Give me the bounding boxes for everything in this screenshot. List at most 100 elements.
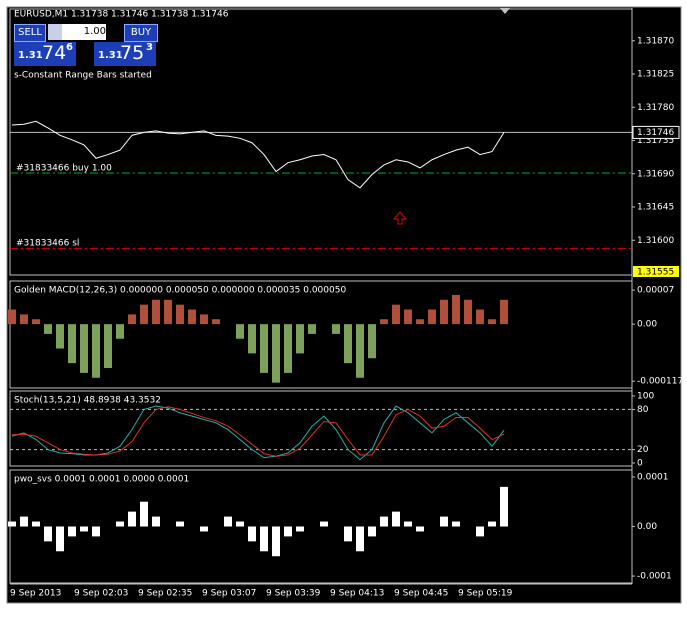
sl-tag: 1.31555 [637,268,674,278]
last-price-box [632,125,680,139]
bar [344,526,352,542]
pane-frame [9,390,633,467]
pane-title: Stoch(13,5,21) 48.8938 43.3532 [14,396,161,406]
y-tick-label: 1.31600 [637,236,674,246]
series-line [11,120,505,189]
pane-title: pwo_svs 0.0001 0.0001 0.0000 0.0001 [14,475,189,485]
pane-title: Golden MACD(12,26,3) 0.000000 0.000050 0… [14,286,346,296]
bar [236,324,244,339]
bar [308,324,316,334]
bar [464,299,472,325]
bar [368,526,376,537]
y-tick-label: -0.000117 [637,377,683,387]
y-tick-label: 1.31825 [637,70,674,80]
bar [164,299,172,325]
price-pips: 74 [42,42,67,64]
bar [356,526,364,552]
bar [260,526,268,552]
bar [8,309,16,325]
price-big: 1.31 [18,50,43,61]
y-tick-label: 1.31780 [637,103,674,113]
bar [332,324,340,334]
bar [272,324,280,383]
bar [116,324,124,339]
buy-arrow [392,211,408,225]
bar [176,521,184,527]
bar [260,324,268,373]
buy-order-label: #31833466 buy 1.00 [16,164,112,174]
bar [20,314,28,325]
bar [440,516,448,527]
buy-button[interactable]: BUY [124,24,158,42]
bar [356,324,364,378]
x-tick-label: 9 Sep 05:19 [458,589,513,599]
bar [488,319,496,325]
bar [128,314,136,325]
bar [392,511,400,527]
bar [44,526,52,542]
y-tick-label: 0 [637,458,643,468]
bar [248,324,256,354]
bar [44,324,52,334]
bar [200,314,208,325]
bar [68,526,76,537]
y-tick-label: 20 [637,445,649,455]
bar [80,324,88,373]
bar [152,299,160,325]
y-tick-label: 1.31690 [637,169,674,179]
y-tick-label: 0.00 [637,320,657,330]
bar [20,516,28,527]
bar [416,526,424,532]
bar [140,304,148,325]
bar [320,521,328,527]
bar [92,526,100,537]
last-price-label: 1.31746 [637,128,674,138]
y-tick-label: 80 [637,405,649,415]
bar [380,319,388,325]
bar [452,521,460,527]
bar [368,324,376,359]
y-tick-label: 0.0001 [637,472,669,482]
buy-price: 1.31 75 3 [94,42,156,66]
x-tick-label: 9 Sep 03:39 [266,589,321,599]
x-tick-label: 9 Sep 04:45 [394,589,448,599]
bar [488,521,496,527]
lot-dropdown[interactable] [48,24,62,40]
y-tick-label: 1.31645 [637,203,674,213]
x-tick-label: 9 Sep 03:07 [202,589,256,599]
price-big: 1.31 [98,50,123,61]
sl-order-label: #31833466 sl [16,239,79,249]
price-fraction: 6 [66,42,73,53]
x-tick-label: 9 Sep 02:03 [74,589,128,599]
bar [404,521,412,527]
bar [224,516,232,527]
sell-button[interactable]: SELL [14,24,46,42]
lot-input[interactable]: 1.00 [62,24,106,40]
x-tick-label: 9 Sep 2013 [10,589,61,599]
pane-frame [9,280,633,389]
bar [296,324,304,354]
bar [92,324,100,378]
y-tick-label: 100 [637,392,654,402]
x-tick-label: 9 Sep 02:35 [138,589,192,599]
chart-background [6,6,682,604]
bar [68,324,76,364]
bar [56,526,64,552]
bar [152,516,160,527]
sell-price: 1.31 74 6 [14,42,76,66]
pane-frame [9,8,633,276]
price-fraction: 3 [146,42,153,53]
bar [416,319,424,325]
bar [476,309,484,325]
bar [248,526,256,542]
bar [272,526,280,557]
bar [344,324,352,364]
y-tick-label: 0.00007 [637,286,674,296]
bar [500,486,508,527]
status-text: s-Constant Range Bars started [14,71,152,81]
bar [440,299,448,325]
y-tick-label: -0.0001 [637,572,672,582]
